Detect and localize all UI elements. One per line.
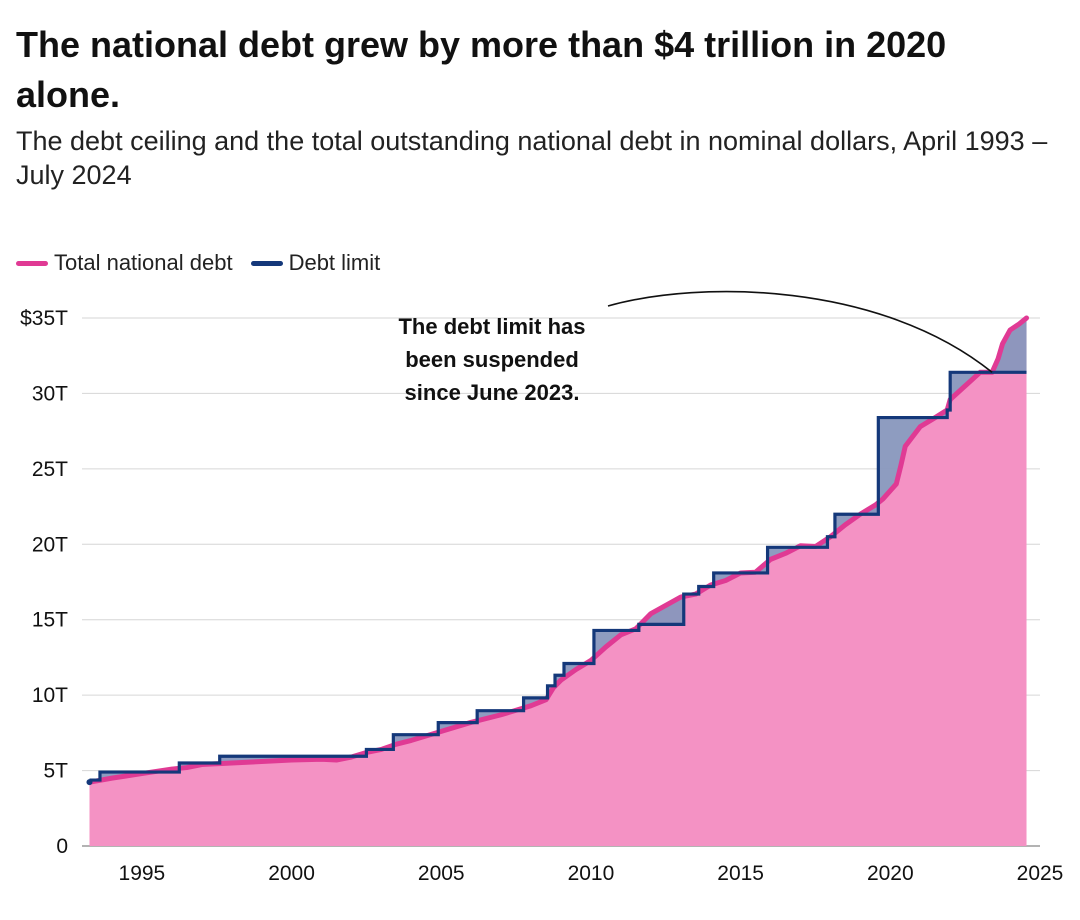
annotation-line-3: since June 2023. [405,380,580,405]
chart-subtitle: The debt ceiling and the total outstandi… [16,126,1048,190]
debt-chart: 0 5T 10T 15T 20T 25T 30T $35T 1995 2000 2005 2010 2… [20,290,1064,885]
annotation-line-2: been suspended [405,347,579,372]
y-tick-label-35: $35T [20,307,68,330]
x-tick-label-2005: 2005 [418,862,465,885]
y-tick-label-10: 10T [32,684,68,707]
legend-label-debt-limit: Debt limit [288,250,381,275]
series-lines [86,315,1030,786]
annotation: The debt limit has been suspended since Ju… [398,290,993,405]
y-tick-label-20: 20T [32,533,68,556]
total-debt-area [89,318,1027,846]
y-tick-label-25: 25T [32,458,68,481]
debt-area-layer [89,318,1027,846]
total-debt-line [86,315,1030,785]
x-tick-label-1995: 1995 [119,862,166,885]
legend-item-debt-limit: Debt limit [250,250,381,276]
legend: Total national debt Debt limit [16,248,398,278]
legend-item-total-debt: Total national debt [16,250,233,276]
annotation-connector [607,290,993,373]
annotation-line-1: The debt limit has [398,314,585,339]
x-tick-label-2020: 2020 [867,862,914,885]
chart-title: The national debt grew by more than $4 t… [16,24,947,115]
y-tick-label-5: 5T [43,760,68,783]
y-tick-label-30: 30T [32,382,68,405]
y-tick-label-15: 15T [32,609,68,632]
legend-label-total-debt: Total national debt [54,250,233,275]
legend-swatch-total-debt [16,260,48,266]
debt-limit-start-dot [86,779,93,786]
x-axis-labels: 1995 2000 2005 2010 2015 2020 2025 [119,862,1064,885]
x-tick-label-2000: 2000 [268,862,315,885]
debt-limit-line [89,370,1027,782]
x-tick-label-2025: 2025 [1017,862,1064,885]
y-tick-label-0: 0 [56,835,68,858]
x-tick-label-2015: 2015 [717,862,764,885]
x-tick-label-2010: 2010 [568,862,615,885]
y-axis-labels: 0 5T 10T 15T 20T 25T 30T $35T [20,307,68,858]
legend-swatch-debt-limit [250,260,283,266]
